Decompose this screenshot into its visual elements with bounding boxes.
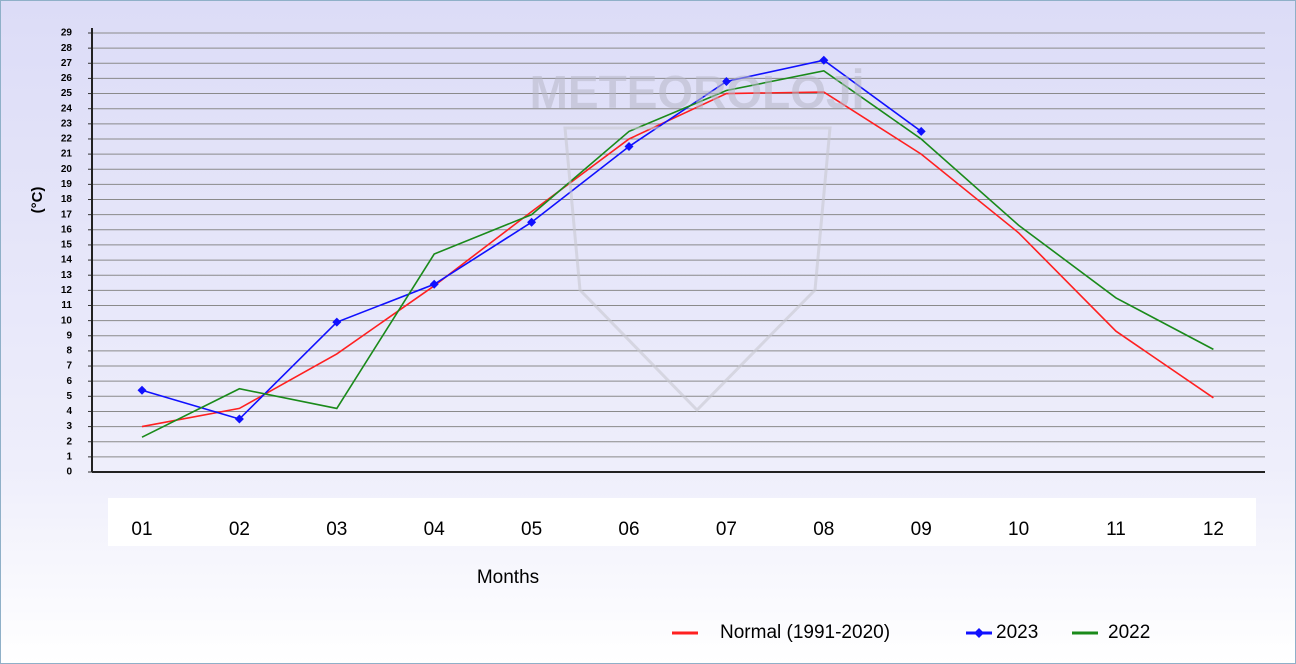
y-tick-label: 25 (61, 88, 73, 99)
label-band (108, 498, 1256, 546)
x-tick-label: 08 (813, 519, 834, 540)
y-tick-label: 6 (66, 376, 72, 387)
y-tick-label: 20 (61, 164, 73, 175)
y-tick-label: 5 (66, 391, 72, 402)
y-tick-label: 0 (66, 467, 72, 478)
y-tick-label: 28 (61, 43, 73, 54)
y-tick-label: 2 (66, 436, 72, 447)
x-tick-label: 09 (911, 519, 932, 540)
x-tick-label: 01 (131, 519, 152, 540)
y-axis-title: (°C) (29, 187, 46, 214)
y-tick-label: 24 (61, 103, 73, 114)
y-tick-label: 3 (66, 421, 72, 432)
y-tick-label: 19 (61, 179, 73, 190)
y-tick-label: 22 (61, 134, 73, 145)
y-tick-label: 10 (61, 315, 73, 326)
y-tick-label: 23 (61, 118, 73, 129)
y-tick-label: 4 (66, 406, 72, 417)
x-tick-label: 05 (521, 519, 542, 540)
y-tick-label: 8 (66, 346, 72, 357)
x-axis-title: Months (477, 567, 539, 588)
y-tick-label: 21 (61, 149, 73, 160)
y-tick-label: 29 (61, 28, 73, 39)
x-tick-label: 07 (716, 519, 737, 540)
x-tick-label: 12 (1203, 519, 1224, 540)
x-tick-label: 06 (618, 519, 639, 540)
y-tick-label: 14 (61, 255, 73, 266)
y-tick-label: 1 (66, 452, 72, 463)
page: {"chart_data": {"type": "line", "waterma… (0, 0, 1296, 664)
y-tick-label: 18 (61, 194, 73, 205)
y-tick-label: 15 (61, 240, 73, 251)
y-tick-label: 17 (61, 209, 73, 220)
y-tick-label: 27 (61, 58, 73, 69)
y-tick-label: 16 (61, 224, 73, 235)
x-tick-label: 10 (1008, 519, 1029, 540)
legend-label: 2023 (996, 622, 1038, 643)
x-tick-label: 02 (229, 519, 250, 540)
x-tick-label: 03 (326, 519, 347, 540)
legend-label: Normal (1991-2020) (720, 622, 890, 643)
y-tick-label: 12 (61, 285, 73, 296)
y-tick-label: 13 (61, 270, 73, 281)
x-tick-label: 11 (1106, 519, 1126, 540)
legend-label: 2022 (1108, 622, 1150, 643)
chart: 0123456789101112131415161718192021222324… (0, 0, 1296, 664)
x-tick-label: 04 (424, 519, 446, 540)
watermark: METEOROLOJİ (530, 66, 865, 118)
y-tick-label: 26 (61, 73, 73, 84)
y-tick-label: 11 (61, 300, 72, 311)
y-tick-label: 9 (66, 330, 72, 341)
y-tick-label: 7 (66, 361, 72, 372)
